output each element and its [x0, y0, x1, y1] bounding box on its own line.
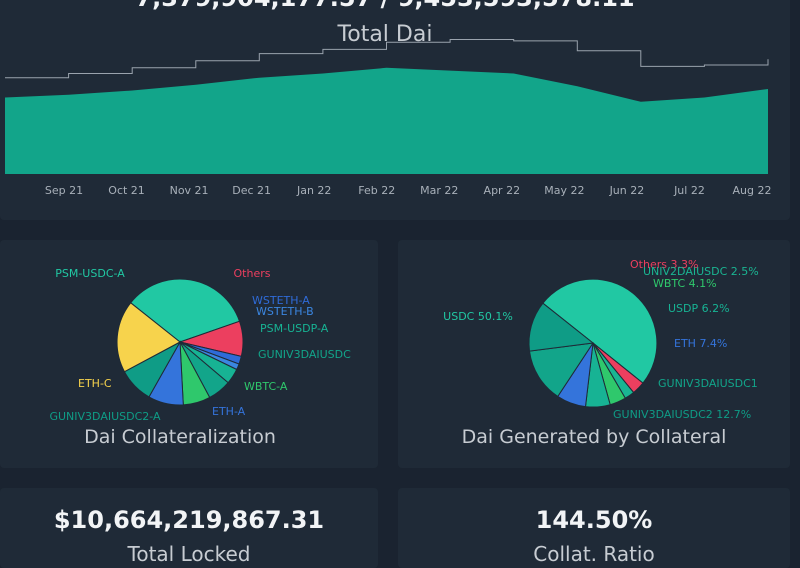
total-dai-value: 7,379,904,177.57 / 9,453,593,578.11	[0, 0, 770, 12]
x-tick-label: Jun 22	[609, 184, 645, 197]
pie-slice-label: GUNIV3DAIUSDC	[258, 348, 351, 361]
pie-slice-label: GUNIV3DAIUSDC2-A	[49, 410, 161, 423]
total-dai-debt-ceiling-line	[5, 39, 769, 79]
pie-slice	[528, 342, 595, 398]
pie-slice	[129, 278, 241, 343]
pie-slice-label: WSTETH-B	[256, 305, 314, 318]
pie-slice-label: PSM-USDC-A	[55, 267, 125, 280]
x-tick-label: Oct 21	[108, 184, 145, 197]
x-tick-label: Nov 21	[170, 184, 209, 197]
pie-slice-label: WSTETH-A	[252, 294, 310, 307]
total-dai-area-chart: Sep 21 Oct 21 Nov 21 Dec 21 Jan 22 Feb 22 Mar …	[5, 39, 772, 197]
pie-slice-label: GUNIV3DAIUSDC2 12.7%	[613, 408, 751, 421]
pie-slice-label: Others	[234, 267, 271, 280]
x-tick-label: Jan 22	[296, 184, 331, 197]
pie-slice-label: PSM-USDP-A	[260, 322, 329, 335]
pie-slice-label: WBTC-A	[244, 380, 288, 393]
pie-slice-label: ETH 7.4%	[674, 337, 727, 350]
total-locked-caption: Total Locked	[127, 542, 251, 566]
collat-ratio-panel: 144.50% Collat. Ratio	[398, 488, 790, 568]
total-locked-panel: $10,664,219,867.31 Total Locked	[0, 488, 378, 568]
x-tick-label: Sep 21	[45, 184, 83, 197]
pie-slice-label: Others 3.3%	[630, 258, 698, 271]
dai-collateralization-panel: PSM-USDC-A Others WSTETH-A WSTETH-B PSM-USDP…	[0, 240, 378, 468]
pie-slice-label: UNIV2DAIUSDC 2.5%	[643, 265, 759, 278]
dai-generated-caption: Dai Generated by Collateral	[461, 426, 727, 448]
dai-collateralization-caption: Dai Collateralization	[84, 426, 276, 448]
total-dai-panel: 7,379,904,177.57 / 9,453,593,578.11 Tota…	[0, 0, 790, 220]
x-tick-label: Jul 22	[673, 184, 705, 197]
total-dai-caption: Total Dai	[337, 22, 433, 47]
pie-slice	[116, 302, 181, 373]
x-tick-label: May 22	[544, 184, 584, 197]
pie-slice	[528, 302, 595, 352]
pie-slice-label: USDP 6.2%	[668, 302, 730, 315]
pie-slice-label: ETH-A	[212, 405, 246, 418]
dai-generated-pie: USDC 50.1% Others 3.3%UNIV2DAIUSDC 2.5%WB…	[443, 258, 759, 421]
pie-slice-label: GUNIV3DAIUSDC1	[658, 377, 758, 390]
dai-generated-panel: USDC 50.1% Others 3.3% UNIV2DAIUSDC 2.5% WB…	[398, 240, 790, 468]
x-tick-label: Apr 22	[484, 184, 521, 197]
pie-slice	[542, 278, 658, 384]
total-locked-value: $10,664,219,867.31	[53, 506, 325, 534]
x-tick-label: Mar 22	[420, 184, 458, 197]
collat-ratio-caption: Collat. Ratio	[533, 542, 655, 566]
x-tick-label: Feb 22	[358, 184, 395, 197]
pie-slice-label: WBTC 4.1%	[653, 277, 717, 290]
x-tick-label: Aug 22	[733, 184, 772, 197]
total-dai-area	[5, 67, 768, 174]
pie-slice-label: USDC 50.1%	[443, 310, 513, 323]
collat-ratio-value: 144.50%	[535, 506, 653, 534]
x-tick-label: Dec 21	[232, 184, 271, 197]
pie-slice-label: ETH-C	[78, 377, 112, 390]
